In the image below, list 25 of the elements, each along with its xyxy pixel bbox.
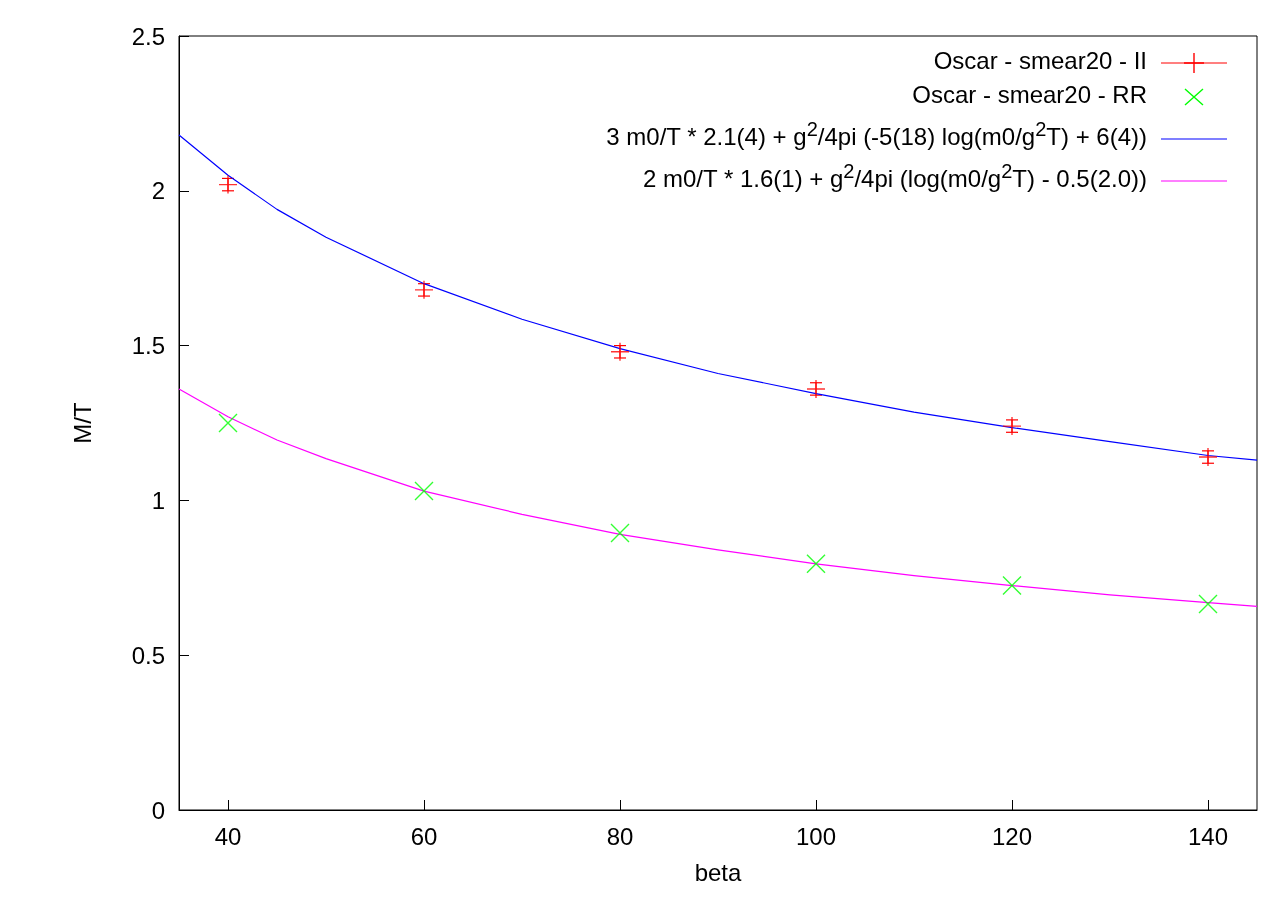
x-tick-label: 80 — [606, 822, 634, 850]
y-tick-label: 1 — [151, 486, 165, 514]
x-tick-label: 100 — [795, 822, 837, 850]
legend-label: 3 m0/T * 2.1(4) + g$^{2}$/4pi (-5(18) log(m0/g$^{2}$T) + 6(4)) — [606, 118, 1147, 150]
y-tick-label: 2.5 — [131, 22, 165, 50]
y-tick-label: 1.5 — [131, 332, 165, 360]
point — [218, 413, 238, 433]
legend-label: 2 m0/T * 1.6(1) + g$^{2}$/4pi (log(m0/g$^{2}$T) - 0.5(2.0)) — [643, 160, 1147, 192]
point — [610, 523, 630, 543]
line-series — [178, 388, 1258, 607]
x-tick-label: 60 — [410, 822, 438, 850]
y-tick-label: 0 — [151, 796, 165, 824]
x-tick-label: 40 — [214, 822, 242, 850]
point — [414, 481, 434, 501]
point — [806, 554, 826, 574]
x-axis-title: beta — [694, 858, 742, 886]
point — [1198, 594, 1218, 614]
x-tick-label: 140 — [1187, 822, 1229, 850]
x-tick-label: 120 — [991, 822, 1033, 850]
legend-label: Oscar - smear20 - RR — [912, 81, 1147, 108]
point — [1002, 575, 1022, 596]
legend-label: Oscar - smear20 - II — [933, 47, 1147, 74]
y-tick-label: 2 — [151, 177, 165, 205]
y-tick-label: 0.5 — [131, 641, 165, 669]
y-axis-title: M/T — [68, 402, 96, 444]
